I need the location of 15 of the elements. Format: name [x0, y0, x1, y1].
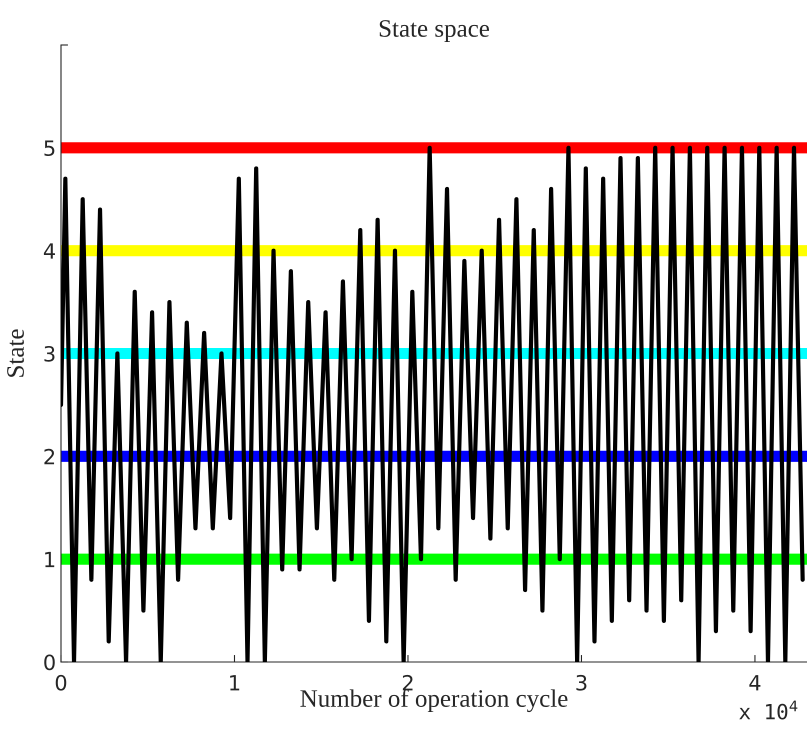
chart-title: State space — [380, 20, 490, 42]
text: x 10$^{4}$ — [739, 700, 798, 720]
x-tick-label: 2 — [402, 674, 413, 690]
x-tick-label: 3 — [576, 674, 586, 691]
x-tick-label: 4 — [749, 675, 760, 690]
y-axis-title: State — [7, 329, 24, 377]
x-tick-label: 0 — [56, 674, 66, 691]
y-tick-label: 5 — [44, 140, 54, 156]
y-tick-label: 1 — [45, 552, 54, 568]
y-tick-label: 4 — [44, 243, 55, 259]
y-tick-label: 0 — [44, 654, 55, 670]
x-axis-title: Number of operation cycle — [300, 689, 568, 712]
y-tick-label: 3 — [44, 346, 54, 362]
x-tick-label: 1 — [230, 675, 240, 690]
y-tick-label: 2 — [44, 448, 54, 464]
